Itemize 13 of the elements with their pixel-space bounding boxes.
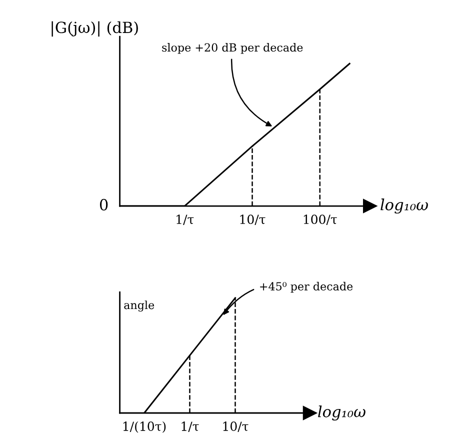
x-tick-label: 10/τ <box>223 422 248 432</box>
x-tick-label: 1/(10τ) <box>123 421 166 433</box>
y-axis-title: angle <box>124 300 154 312</box>
x-tick-label: 1/τ <box>182 422 199 432</box>
text: 0 <box>100 198 108 210</box>
x-tick-label: 1/τ <box>176 214 194 226</box>
x-tick-label: 10/τ <box>240 214 266 226</box>
x-tick-label: 100/τ <box>304 214 337 226</box>
x-axis-title: log₁₀ω <box>318 405 366 420</box>
annotation: +45⁰ per decade <box>260 282 353 293</box>
x-axis-title: log₁₀ω <box>380 198 428 214</box>
annotation: slope +20 dB per decade <box>162 43 303 54</box>
y-axis-title: |G(jω)| (dB) <box>52 21 138 37</box>
